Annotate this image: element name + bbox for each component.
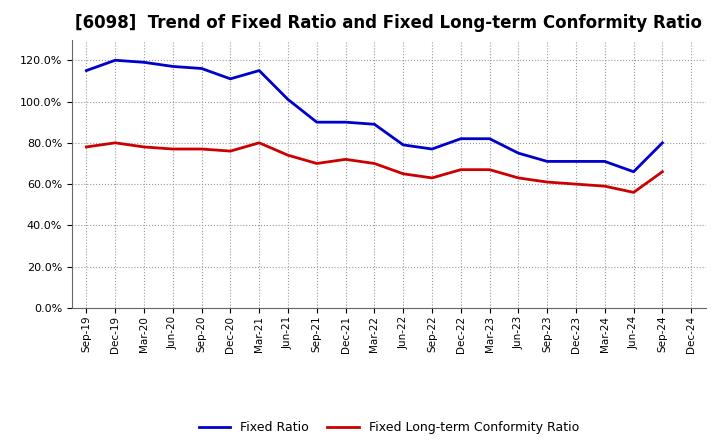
Fixed Long-term Conformity Ratio <box>111 140 120 146</box>
Fixed Long-term Conformity Ratio <box>82 144 91 150</box>
Fixed Ratio <box>140 60 148 65</box>
Fixed Ratio <box>428 147 436 152</box>
Fixed Ratio <box>600 159 609 164</box>
Fixed Long-term Conformity Ratio <box>168 147 177 152</box>
Fixed Long-term Conformity Ratio <box>140 144 148 150</box>
Fixed Ratio <box>543 159 552 164</box>
Fixed Long-term Conformity Ratio <box>428 175 436 180</box>
Fixed Ratio <box>82 68 91 73</box>
Fixed Ratio <box>456 136 465 141</box>
Fixed Long-term Conformity Ratio <box>197 147 206 152</box>
Fixed Ratio <box>399 142 408 147</box>
Fixed Long-term Conformity Ratio <box>485 167 494 172</box>
Fixed Ratio <box>370 121 379 127</box>
Fixed Long-term Conformity Ratio <box>600 183 609 189</box>
Fixed Ratio <box>572 159 580 164</box>
Fixed Long-term Conformity Ratio <box>312 161 321 166</box>
Fixed Long-term Conformity Ratio <box>572 181 580 187</box>
Fixed Ratio <box>312 120 321 125</box>
Fixed Long-term Conformity Ratio <box>284 153 292 158</box>
Fixed Long-term Conformity Ratio <box>629 190 638 195</box>
Fixed Ratio <box>168 64 177 69</box>
Fixed Long-term Conformity Ratio <box>226 148 235 154</box>
Fixed Long-term Conformity Ratio <box>255 140 264 146</box>
Fixed Long-term Conformity Ratio <box>370 161 379 166</box>
Title: [6098]  Trend of Fixed Ratio and Fixed Long-term Conformity Ratio: [6098] Trend of Fixed Ratio and Fixed Lo… <box>76 15 702 33</box>
Line: Fixed Long-term Conformity Ratio: Fixed Long-term Conformity Ratio <box>86 143 662 192</box>
Fixed Long-term Conformity Ratio <box>658 169 667 174</box>
Fixed Ratio <box>485 136 494 141</box>
Fixed Ratio <box>341 120 350 125</box>
Fixed Ratio <box>226 76 235 81</box>
Fixed Ratio <box>255 68 264 73</box>
Fixed Long-term Conformity Ratio <box>456 167 465 172</box>
Fixed Ratio <box>629 169 638 174</box>
Line: Fixed Ratio: Fixed Ratio <box>86 60 662 172</box>
Fixed Long-term Conformity Ratio <box>514 175 523 180</box>
Fixed Long-term Conformity Ratio <box>399 171 408 176</box>
Fixed Long-term Conformity Ratio <box>341 157 350 162</box>
Fixed Ratio <box>284 97 292 102</box>
Fixed Ratio <box>197 66 206 71</box>
Fixed Ratio <box>658 140 667 146</box>
Legend: Fixed Ratio, Fixed Long-term Conformity Ratio: Fixed Ratio, Fixed Long-term Conformity … <box>194 416 584 439</box>
Fixed Ratio <box>514 150 523 156</box>
Fixed Long-term Conformity Ratio <box>543 180 552 185</box>
Fixed Ratio <box>111 58 120 63</box>
